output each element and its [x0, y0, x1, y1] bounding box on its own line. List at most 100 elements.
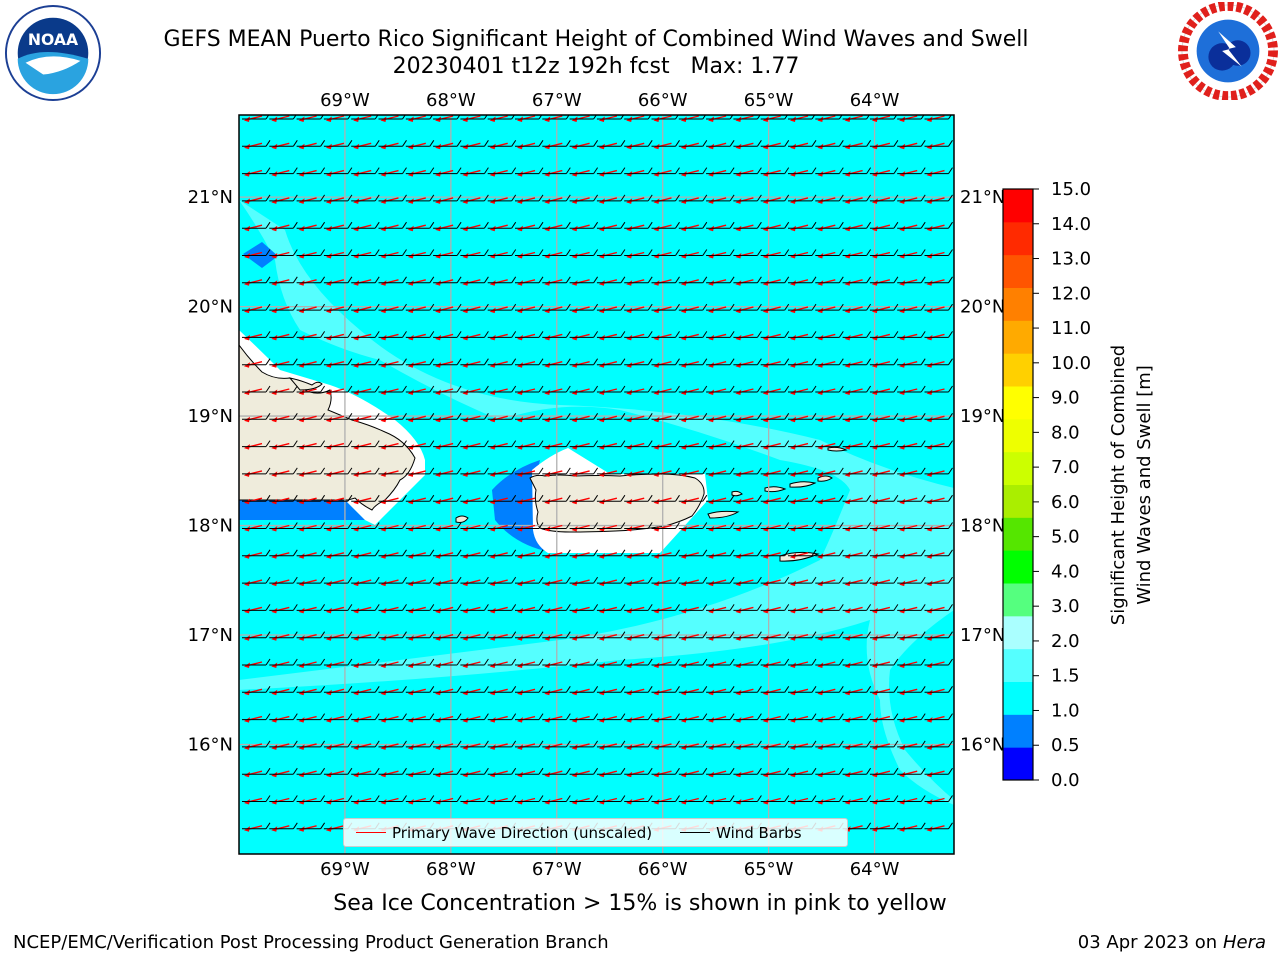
wind-barb-flag	[920, 440, 926, 447]
wind-barb-flag	[347, 221, 353, 229]
wind-barb-flag	[565, 767, 571, 775]
wind-barb-flag	[593, 713, 599, 720]
wind-barb-flag	[565, 713, 571, 720]
wind-barb-flag	[675, 740, 680, 748]
colorbar-tick-label: 8.0	[1051, 422, 1080, 443]
wind-barb-flag	[565, 358, 571, 365]
wind-barb-flag	[265, 385, 271, 393]
wind-barb-flag	[920, 249, 926, 256]
wind-barb-flag	[756, 413, 762, 420]
wind-barb-flag	[866, 494, 872, 502]
wind-barb-flag	[292, 303, 298, 311]
wind-barb-flag	[729, 522, 735, 529]
wind-barb-flag	[893, 115, 898, 120]
wind-barb-flag	[429, 331, 435, 338]
wind-barb-flag	[429, 576, 435, 584]
wind-barb-flag	[893, 358, 899, 365]
wind-barb-flag	[866, 740, 872, 748]
wind-barb-flag	[483, 276, 489, 284]
wind-barb-flag	[729, 358, 735, 365]
wind-barb-flag	[593, 604, 599, 611]
wind-barb-flag	[620, 631, 626, 638]
wind-barb-flag	[756, 549, 762, 557]
wind-barb-flag	[456, 740, 462, 748]
wind-barb-flag	[320, 467, 326, 475]
wind-barb-flag	[429, 440, 435, 447]
wind-barb-flag	[320, 140, 326, 147]
wind-barb-flag	[729, 713, 735, 720]
wind-barb-flag	[756, 303, 762, 311]
wind-barb-flag	[402, 713, 407, 720]
wind-barb-flag	[456, 221, 462, 229]
wind-barb-flag	[838, 740, 844, 748]
wind-barb-flag	[620, 522, 626, 529]
wind-barb-flag	[620, 576, 626, 584]
colorbar-tick-label: 0.5	[1051, 735, 1080, 756]
wind-barb-flag	[620, 604, 626, 611]
wind-barb-flag	[265, 115, 270, 120]
wind-barb-flag	[784, 795, 790, 802]
wind-barb-flag	[347, 303, 353, 311]
wind-barb-flag	[456, 440, 462, 447]
wind-barb-flag	[866, 140, 872, 147]
wind-barb-flag	[483, 604, 489, 611]
wind-barb-flag	[292, 522, 298, 529]
colorbar-tick-label: 3.0	[1051, 596, 1080, 617]
land-st-john-tortola	[789, 481, 817, 488]
wind-barb-flag	[374, 549, 380, 557]
lon-label-bottom: 65°W	[744, 859, 794, 880]
wind-barb-flag	[729, 740, 735, 748]
wind-barb-flag	[811, 713, 817, 720]
wind-barb-flag	[511, 494, 517, 502]
wind-barb-flag	[429, 604, 435, 611]
wind-barb-flag	[456, 795, 462, 802]
wind-barb-flag	[784, 522, 790, 529]
wind-barb-flag	[647, 358, 653, 365]
wind-barb-flag	[866, 249, 872, 256]
colorbar-label-line1: Significant Height of Combined	[1108, 345, 1129, 625]
ocean-light-band-southeast	[239, 504, 954, 805]
wind-barb-flag	[565, 115, 570, 120]
wind-barb-flag	[320, 221, 326, 229]
wind-barb-flag	[838, 686, 844, 693]
wind-barb-flag	[538, 413, 544, 420]
map-legend: Primary Wave Direction (unscaled) Wind B…	[343, 818, 848, 847]
wind-barb-flag	[620, 440, 626, 447]
wind-barb-flag	[565, 467, 571, 475]
wind-barb-flag	[675, 303, 680, 311]
wind-barb-flag	[948, 494, 953, 502]
wind-barb-flag	[784, 767, 790, 775]
wind-barb-flag	[784, 413, 790, 420]
wind-barb-flag	[838, 276, 844, 284]
wind-barb-flag	[838, 549, 844, 557]
wind-barb-flag	[483, 413, 489, 420]
wind-barb-flag	[429, 740, 435, 748]
colorbar-segment	[1003, 615, 1033, 650]
wind-barb-flag	[292, 358, 298, 365]
wind-barb-flag	[429, 194, 435, 202]
wind-barb-flag	[729, 631, 735, 638]
wind-barb-flag	[374, 658, 380, 666]
wind-barb-flag	[675, 658, 680, 666]
colorbar-segment	[1003, 254, 1033, 288]
wind-barb-flag	[729, 413, 735, 420]
wind-barb-flag	[948, 604, 953, 611]
wind-barb-flag	[456, 385, 462, 393]
wind-barb-flag	[756, 767, 762, 775]
colorbar-label-line2: Wind Waves and Swell [m]	[1134, 365, 1155, 605]
wind-barb-flag	[948, 795, 953, 802]
lon-label-top: 65°W	[744, 90, 794, 111]
map-title: GEFS MEAN Puerto Rico Significant Height…	[163, 27, 1029, 52]
wind-barb-flag	[675, 167, 680, 174]
wind-barb-flag	[729, 767, 735, 775]
wind-barb-flag	[729, 276, 735, 284]
wind-barb-flag	[265, 822, 271, 830]
wind-barb-flag	[265, 276, 271, 284]
wind-barb-flag	[593, 631, 599, 638]
wind-barb-flag	[811, 440, 817, 447]
wind-barb-flag	[402, 413, 407, 420]
lat-label-left: 17°N	[188, 625, 233, 646]
wind-barb-flag	[702, 767, 708, 775]
wind-barb-flag	[456, 631, 462, 638]
wind-barb-flag	[265, 740, 271, 748]
